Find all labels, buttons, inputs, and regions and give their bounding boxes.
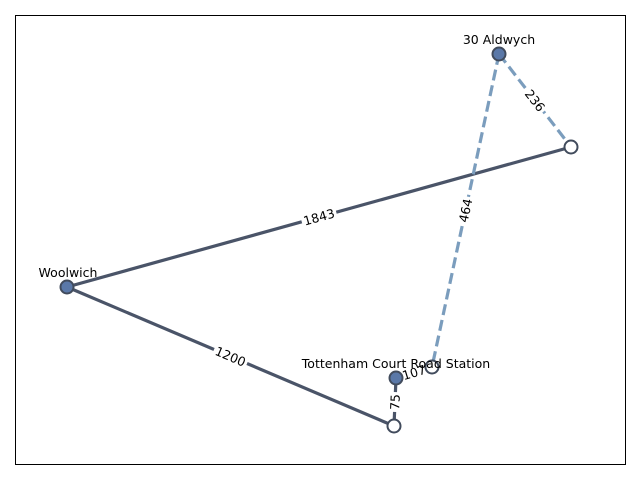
plot-frame [15,15,626,465]
node-marker [59,279,75,295]
edge-weight-label: 107 [400,362,427,383]
edge-weight-label-background [519,84,551,117]
edge-weight-label: 464 [456,197,476,224]
edge-weight-label-group: 1200 [210,341,251,372]
node-label: 30 Aldwych [463,32,535,47]
edge-weight-label-background [398,360,430,385]
edge-weight-label-background [454,195,477,226]
node-marker [386,418,402,434]
edge-weight-label-group: 464 [454,195,477,226]
edge-weight-label-group: 75 [386,391,404,413]
node-marker [491,46,507,62]
edge-weight-label-group: 107 [398,360,430,385]
edge-weight-label-group: 1843 [299,204,339,230]
nodes-layer [59,46,579,434]
edge-weight-label-background [386,391,404,413]
node-labels-layer: 30 Aldwych Woolwich Tottenham Court Road S… [39,32,536,371]
node-label: Tottenham Court Road Station [301,356,490,371]
node-marker [563,139,579,155]
node-marker [388,370,404,386]
edge-weight-label-background [210,341,251,372]
edge-weight-label: 75 [387,394,403,411]
node-label: Woolwich [39,265,98,280]
edge-weight-label-background [299,204,339,230]
node-marker [424,359,440,375]
